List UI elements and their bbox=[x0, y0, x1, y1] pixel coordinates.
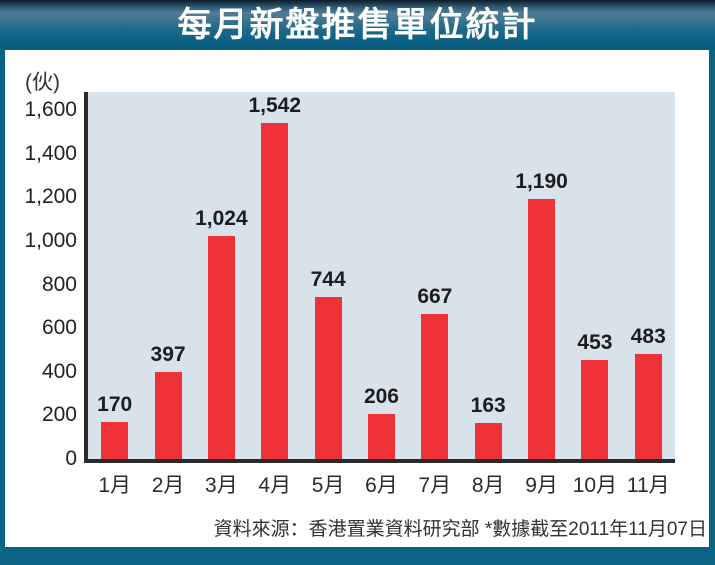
bar-series: 170 397 1,024 1,542 744 206 667 163 1,190 453 483 bbox=[88, 92, 675, 459]
bar bbox=[261, 123, 289, 459]
x-axis-label: 9月 bbox=[525, 474, 558, 497]
y-axis-tick-label: 1,600 bbox=[24, 98, 77, 121]
bar-column: 667 bbox=[408, 285, 461, 459]
bar-column: 163 bbox=[462, 394, 515, 459]
bar bbox=[581, 360, 609, 459]
bar-value-label: 453 bbox=[577, 331, 613, 354]
bar-value-label: 206 bbox=[363, 385, 399, 408]
y-axis-tick-label: 1,000 bbox=[24, 228, 77, 252]
bar-value-label: 163 bbox=[470, 394, 506, 417]
chart-area: (伙) 0 200 400 600 800 1,000 1,200 1,400 1,600 17… bbox=[5, 56, 709, 547]
right-frame-border bbox=[709, 50, 715, 565]
x-axis-label: 10月 bbox=[572, 474, 618, 497]
x-axis-label: 11月 bbox=[626, 474, 670, 497]
x-axis-label: 7月 bbox=[418, 474, 452, 497]
bar-value-label: 667 bbox=[417, 285, 453, 308]
x-axis-labels: 1月 2月 3月 4月 5月 6月 7月 8月 9月 10月 11月 bbox=[88, 469, 675, 499]
bar-value-label: 397 bbox=[150, 343, 186, 366]
bar-column: 453 bbox=[568, 331, 621, 459]
bar-column: 170 bbox=[88, 393, 141, 459]
bar-value-label: 1,542 bbox=[248, 94, 302, 117]
bar-value-label: 1,024 bbox=[195, 207, 248, 230]
bar-column: 397 bbox=[141, 343, 194, 459]
bar-value-label: 170 bbox=[97, 393, 133, 416]
y-axis-tick-labels: 0 200 400 600 800 1,000 1,200 1,400 1,600 bbox=[5, 92, 77, 470]
left-frame-border bbox=[0, 50, 5, 565]
bar bbox=[634, 354, 662, 459]
plot-area: 170 397 1,024 1,542 744 206 667 163 1,190 453 483 bbox=[84, 92, 675, 463]
y-axis-tick-label: 400 bbox=[41, 359, 77, 383]
title-bar: 每月新盤推售單位統計 bbox=[0, 0, 715, 50]
bar-value-label: 1,190 bbox=[515, 170, 568, 193]
bar bbox=[314, 297, 342, 459]
bar-column: 206 bbox=[355, 385, 408, 459]
bar-column: 1,024 bbox=[195, 207, 248, 459]
x-axis-label: 3月 bbox=[205, 474, 238, 497]
y-axis-tick-label: 600 bbox=[41, 316, 77, 340]
bar-value-label: 483 bbox=[630, 325, 666, 348]
x-axis-label: 4月 bbox=[258, 474, 292, 497]
bottom-frame-bar bbox=[0, 547, 715, 565]
x-axis-label: 1月 bbox=[98, 474, 132, 497]
bar bbox=[421, 314, 449, 459]
bar-column: 1,542 bbox=[248, 94, 301, 459]
source-note: 資料來源：香港置業資料研究部 *數據截至2011年11月07日 bbox=[213, 519, 707, 540]
bar bbox=[154, 372, 182, 459]
bar-column: 483 bbox=[622, 325, 675, 459]
x-axis-label: 2月 bbox=[151, 474, 185, 497]
y-axis-tick-label: 800 bbox=[41, 272, 77, 296]
bar-value-label: 744 bbox=[310, 268, 346, 291]
chart-title: 每月新盤推售單位統計 bbox=[177, 6, 538, 44]
y-axis-unit-label: (伙) bbox=[25, 71, 60, 94]
bar bbox=[528, 199, 556, 459]
x-axis-label: 6月 bbox=[365, 474, 398, 497]
x-axis-label: 8月 bbox=[471, 474, 505, 497]
y-axis-tick-label: 1,400 bbox=[24, 141, 77, 165]
x-axis-label: 5月 bbox=[311, 474, 345, 497]
bar bbox=[474, 423, 502, 459]
bar-column: 744 bbox=[301, 268, 354, 459]
y-axis-tick-label: 0 bbox=[65, 447, 77, 470]
bar bbox=[367, 414, 395, 459]
bar-column: 1,190 bbox=[515, 170, 568, 459]
bar bbox=[101, 422, 129, 459]
y-axis-tick-label: 1,200 bbox=[24, 185, 77, 209]
y-axis-tick-label: 200 bbox=[41, 403, 77, 427]
bar bbox=[207, 236, 235, 459]
